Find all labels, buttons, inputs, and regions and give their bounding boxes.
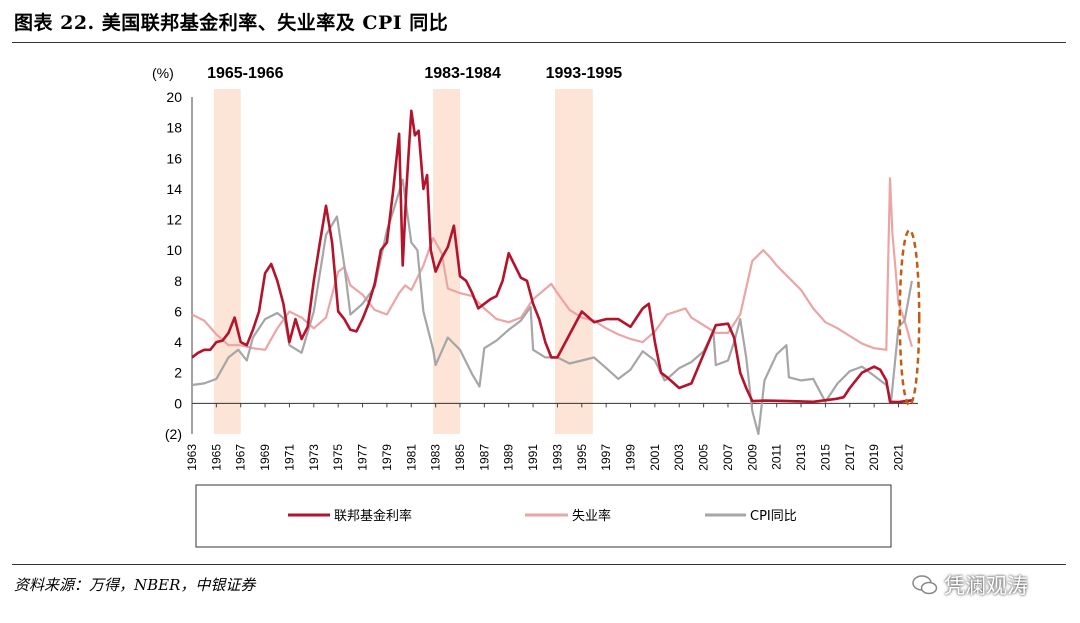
y-unit-label: (%) xyxy=(152,65,174,81)
period-labels: 1965-1966 1983-1984 1993-1995 xyxy=(207,65,622,82)
x-tick-1987: 1987 xyxy=(477,444,491,471)
x-tick-1989: 1989 xyxy=(502,444,516,471)
x-tick-1995: 1995 xyxy=(575,444,589,471)
source-rule xyxy=(12,564,1066,565)
legend-box xyxy=(195,484,892,548)
x-tick-1985: 1985 xyxy=(453,444,467,471)
series-line-fed_rate xyxy=(191,109,913,404)
shaded-period-1965-1966 xyxy=(213,89,241,434)
x-tick-2011: 2011 xyxy=(770,444,784,470)
x-tick-1993: 1993 xyxy=(550,444,564,471)
wechat-icon xyxy=(912,575,938,595)
x-tick-1997: 1997 xyxy=(599,444,613,471)
title-rule xyxy=(12,42,1066,43)
y-tick-14: 14 xyxy=(166,181,182,197)
y-tick-12: 12 xyxy=(166,212,182,228)
watermark-text: 凭澜观涛 xyxy=(944,574,1028,598)
x-tick-2007: 2007 xyxy=(721,444,735,471)
x-tick-1971: 1971 xyxy=(282,444,296,471)
x-tick-2013: 2013 xyxy=(794,444,808,471)
x-tick-1967: 1967 xyxy=(234,444,248,471)
legend-label-fed-rate: 联邦基金利率 xyxy=(334,508,412,524)
x-tick-labels: 1963 1965 1967 1969 1971 1973 1975 1977 1979 1981… xyxy=(185,403,906,471)
x-tick-2017: 2017 xyxy=(843,444,857,471)
period-label-1993-1995: 1993-1995 xyxy=(546,65,623,82)
x-tick-1973: 1973 xyxy=(307,444,321,471)
highlight-ellipse xyxy=(898,229,921,407)
period-label-1983-1984: 1983-1984 xyxy=(424,65,501,82)
period-label-1965-1966: 1965-1966 xyxy=(207,65,284,82)
series-line-cpi xyxy=(191,178,913,436)
y-tick-18: 18 xyxy=(166,120,182,136)
x-tick-1991: 1991 xyxy=(526,444,540,471)
x-tick-1977: 1977 xyxy=(356,444,370,471)
x-tick-1999: 1999 xyxy=(624,444,638,471)
shaded-periods xyxy=(213,89,593,434)
x-tick-2009: 2009 xyxy=(745,444,759,471)
watermark: 凭澜观涛 xyxy=(912,570,1028,600)
legend-fed-rate: 联邦基金利率 xyxy=(288,508,412,524)
legend-unemployment: 失业率 xyxy=(525,508,611,524)
x-tick-1981: 1981 xyxy=(404,444,418,471)
x-tick-2001: 2001 xyxy=(648,444,662,471)
series-line-unemployment xyxy=(191,177,913,351)
x-tick-1969: 1969 xyxy=(258,444,272,471)
shaded-period-1993-1995 xyxy=(555,89,593,434)
series-lines xyxy=(191,109,913,436)
x-tick-2019: 2019 xyxy=(867,444,881,471)
y-tick-20: 20 xyxy=(166,89,182,105)
y-tick-6: 6 xyxy=(174,303,182,319)
figure-title: 图表 22. 美国联邦基金利率、失业率及 CPI 同比 xyxy=(14,12,449,34)
source-note: 资料来源：万得，NBER，中银证券 xyxy=(14,576,256,594)
x-tick-2021: 2021 xyxy=(892,444,906,471)
y-tick-0: 0 xyxy=(174,395,182,411)
legend-label-unemployment: 失业率 xyxy=(572,508,611,524)
x-tick-2003: 2003 xyxy=(672,444,686,471)
y-tick-(2): (2) xyxy=(165,426,182,442)
x-tick-1975: 1975 xyxy=(331,444,345,471)
x-tick-1979: 1979 xyxy=(380,444,394,471)
y-tick-10: 10 xyxy=(166,242,182,258)
y-tick-8: 8 xyxy=(174,273,182,289)
x-tick-1965: 1965 xyxy=(209,444,223,471)
y-tick-2: 2 xyxy=(174,365,182,381)
chart-canvas: 1965-1966 1983-1984 1993-1995 (%) (2) 0 2 4 6 8… xyxy=(152,65,921,548)
y-tick-16: 16 xyxy=(166,150,182,166)
legend-label-cpi: CPI同比 xyxy=(750,509,797,524)
x-tick-1983: 1983 xyxy=(429,444,443,471)
y-tick-labels: (2) 0 2 4 6 8 10 12 14 16 18 20 xyxy=(165,89,182,442)
x-tick-1963: 1963 xyxy=(185,444,199,471)
y-tick-4: 4 xyxy=(174,334,182,350)
x-tick-2015: 2015 xyxy=(818,444,832,471)
shaded-period-1983-1984 xyxy=(433,89,460,434)
x-tick-2005: 2005 xyxy=(697,444,711,471)
legend-cpi: CPI同比 xyxy=(705,509,797,524)
